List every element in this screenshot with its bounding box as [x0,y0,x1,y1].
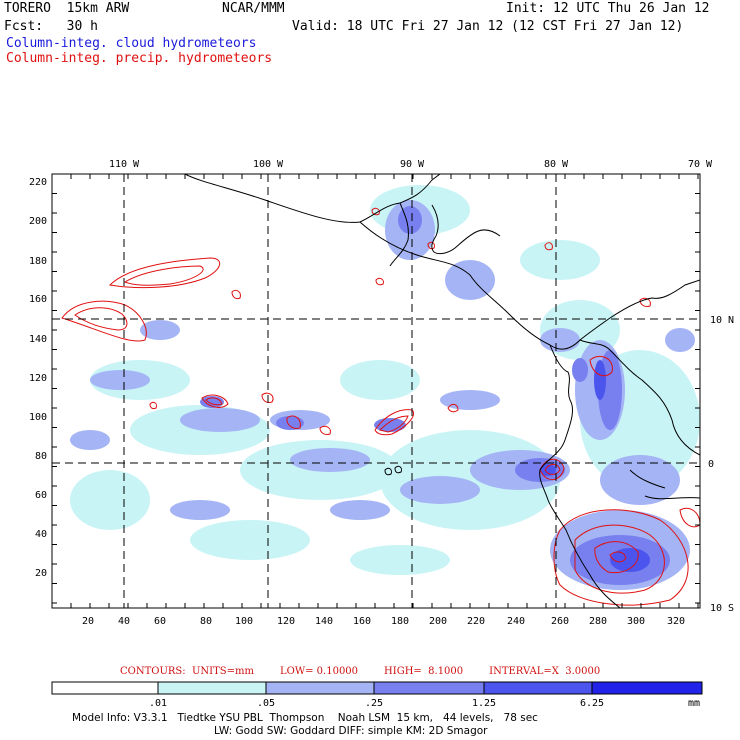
precip-hydrometeor-contours [61,207,700,606]
x-tick-label: 280 [589,616,607,627]
contour-units: CONTOURS: UNITS=mm [120,666,254,677]
coastlines [184,174,700,608]
map-frame [51,173,701,609]
x-index-labels: 20 40 60 80 100 120 140 160 180 200 220 … [82,616,685,627]
init-time: Init: 12 UTC Thu 26 Jan 12 [506,1,710,16]
lon-label: 90 W [400,159,425,170]
colorbar-segment [484,682,592,694]
x-tick-label: 40 [118,616,130,627]
colorbar-segment [158,682,266,694]
x-tick-label: 220 [467,616,485,627]
x-tick-label: 60 [154,616,166,627]
axis-ticks [51,173,700,608]
colorbar-label: .01 [149,698,167,709]
x-tick-label: 160 [353,616,371,627]
y-tick-label: 220 [29,177,47,188]
latitude-labels: 10 N 0 10 S [708,315,734,614]
colorbar-segment [374,682,484,694]
x-tick-label: 240 [507,616,525,627]
org-label: NCAR/MMM [222,1,285,16]
y-tick-label: 60 [35,490,47,501]
field-cloud-label: Column-integ. cloud hydrometeors [6,36,257,51]
colorbar-segment [52,682,158,694]
contour-low: LOW= 0.10000 [280,666,359,677]
y-index-labels: 220 200 180 160 140 120 100 80 60 40 20 [29,177,47,579]
x-tick-label: 260 [551,616,569,627]
cloud-hydrometeor-shading [70,185,700,590]
y-tick-label: 200 [29,216,47,227]
lat-lon-grid [52,174,700,608]
x-tick-label: 20 [82,616,94,627]
colorbar-segment [592,682,702,694]
y-tick-label: 100 [29,412,47,423]
longitude-labels: 110 W 100 W 90 W 80 W 70 W [109,159,713,170]
x-tick-label: 100 [235,616,253,627]
model-info-line1: Model Info: V3.3.1 Tiedtke YSU PBL Thomp… [72,712,538,724]
colorbar-label: .25 [365,698,383,709]
colorbar-label: 6.25 [580,698,604,709]
colorbar: .01 .05 .25 1.25 6.25 mm [51,681,703,709]
colorbar-label: .05 [257,698,275,709]
lon-label: 80 W [544,159,569,170]
lon-label: 110 W [109,159,140,170]
x-tick-label: 120 [277,616,295,627]
lon-label: 100 W [253,159,284,170]
contour-interval: INTERVAL=X 3.0000 [489,666,601,677]
y-tick-label: 160 [29,294,47,305]
forecast-hour: Fcst: 30 h [4,19,98,34]
lon-label: 70 W [688,159,713,170]
valid-time: Valid: 18 UTC Fri 27 Jan 12 (12 CST Fri … [292,19,684,34]
colorbar-label: 1.25 [472,698,496,709]
colorbar-segment [266,682,374,694]
field-precip-label: Column-integ. precip. hydrometeors [6,51,273,66]
colorbar-frame [51,681,703,695]
contour-info: CONTOURS: UNITS=mm LOW= 0.10000 HIGH= 8.10… [120,666,626,677]
x-tick-label: 320 [667,616,685,627]
x-tick-label: 180 [391,616,409,627]
x-tick-label: 200 [429,616,447,627]
y-tick-label: 120 [29,373,47,384]
colorbar-unit: mm [688,698,700,709]
model-title: TORERO 15km ARW [4,1,130,16]
y-tick-label: 140 [29,334,47,345]
lat-label: 10 N [710,315,734,326]
model-info-line2: LW: Godd SW: Goddard DIFF: simple KM: 2D… [214,725,488,737]
y-tick-label: 40 [35,529,47,540]
y-tick-label: 20 [35,568,47,579]
y-tick-label: 180 [29,256,47,267]
x-tick-label: 300 [627,616,645,627]
x-tick-label: 80 [200,616,212,627]
lat-label: 10 S [710,603,734,614]
lat-label: 0 [708,459,714,470]
contour-high: HIGH= 8.1000 [384,666,464,677]
x-tick-label: 140 [315,616,333,627]
y-tick-label: 80 [35,451,47,462]
